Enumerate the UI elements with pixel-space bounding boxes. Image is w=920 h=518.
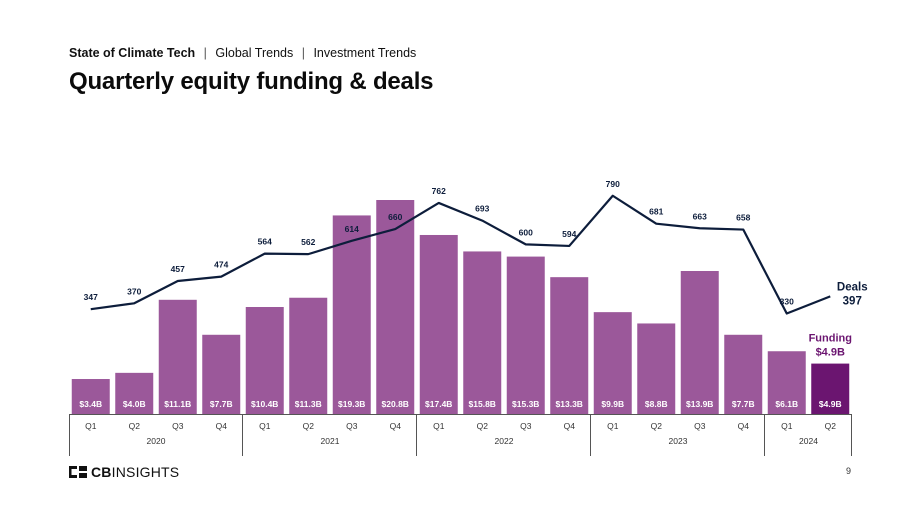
funding-bar-label: $13.9B [686, 399, 713, 409]
quarter-tick-label: Q1 [85, 421, 97, 431]
funding-bar [71, 379, 110, 414]
quarter-tick-label: Q3 [694, 421, 706, 431]
quarter-tick-label: Q1 [607, 421, 619, 431]
year-label: 2022 [495, 436, 514, 446]
funding-bar-label: $20.8B [382, 399, 409, 409]
funding-bar [115, 372, 154, 414]
breadcrumb-separator: | [203, 46, 207, 60]
funding-bar-label: $13.3B [556, 399, 583, 409]
logo-wordmark-bold: CB [91, 464, 112, 480]
deals-point-label: 474 [214, 260, 228, 270]
funding-bar-label: $10.4B [251, 399, 278, 409]
deals-point-label: 347 [84, 292, 98, 302]
quarter-tick-label: Q3 [520, 421, 532, 431]
funding-bar-label: $15.3B [512, 399, 539, 409]
quarter-tick-label: Q2 [651, 421, 663, 431]
deals-point-label: 370 [127, 286, 141, 296]
logo-wordmark-light: INSIGHTS [111, 464, 180, 480]
page-number: 9 [846, 466, 852, 476]
deals-point-label: 658 [736, 213, 750, 223]
funding-bar [332, 215, 371, 414]
funding-bar-label: $3.4B [79, 399, 102, 409]
funding-bar-label: $9.9B [601, 399, 624, 409]
funding-bar [463, 251, 502, 414]
cb-insights-logo: CBINSIGHTS [69, 464, 179, 480]
breadcrumb: State of Climate Tech | Global Trends | … [69, 46, 416, 60]
deals-point-label: 562 [301, 237, 315, 247]
deals-point-label: 594 [562, 229, 576, 239]
quarter-tick-label: Q2 [303, 421, 315, 431]
quarter-tick-label: Q4 [216, 421, 228, 431]
quarter-tick-label: Q2 [825, 421, 837, 431]
breadcrumb-investment-trends[interactable]: Investment Trends [313, 46, 417, 60]
deals-callout-value: 397 [843, 295, 862, 307]
funding-bar [419, 234, 458, 414]
quarter-tick-label: Q3 [172, 421, 184, 431]
funding-bar [550, 277, 589, 414]
year-label: 2021 [321, 436, 340, 446]
breadcrumb-separator: | [301, 46, 305, 60]
quarter-tick-label: Q4 [738, 421, 750, 431]
cb-insights-logo-icon [69, 466, 87, 478]
funding-bar [724, 334, 763, 414]
funding-bar [376, 200, 415, 414]
funding-bar [245, 307, 284, 414]
quarter-tick-label: Q1 [433, 421, 445, 431]
funding-bar [202, 334, 241, 414]
funding-bar-label: $6.1B [775, 399, 798, 409]
deals-point-label: 330 [780, 297, 794, 307]
quarter-tick-label: Q4 [564, 421, 576, 431]
breadcrumb-report-name[interactable]: State of Climate Tech [69, 46, 196, 60]
deals-point-label: 457 [171, 264, 185, 274]
deals-point-label: 614 [345, 224, 359, 234]
deals-point-label: 660 [388, 212, 402, 222]
quarter-tick-label: Q2 [129, 421, 141, 431]
funding-bar-label: $17.4B [425, 399, 452, 409]
funding-bar [637, 323, 676, 414]
quarter-tick-label: Q4 [390, 421, 402, 431]
funding-bar-label: $4.9B [819, 399, 842, 409]
deals-callout-name: Deals [837, 281, 868, 293]
deals-line [90, 194, 831, 315]
funding-bar-label: $8.8B [645, 399, 668, 409]
quarter-tick-label: Q1 [781, 421, 793, 431]
funding-bar [680, 270, 719, 414]
funding-bar-label: $15.8B [469, 399, 496, 409]
funding-callout-value: $4.9B [816, 347, 845, 359]
funding-bar-label: $19.3B [338, 399, 365, 409]
deals-point-label: 681 [649, 207, 663, 217]
funding-bar [593, 312, 632, 414]
year-label: 2024 [799, 436, 818, 446]
funding-bar-label: $11.1B [164, 399, 191, 409]
funding-bar-label: $7.7B [732, 399, 755, 409]
quarter-tick-label: Q2 [477, 421, 489, 431]
deals-point-label: 762 [432, 186, 446, 196]
funding-bar [289, 297, 328, 414]
deals-point-label: 693 [475, 204, 489, 214]
funding-bar-label: $11.3B [295, 399, 322, 409]
funding-bar-label: $4.0B [123, 399, 146, 409]
funding-bar [506, 256, 545, 414]
funding-bar [811, 363, 850, 414]
deals-point-label: 600 [519, 227, 533, 237]
funding-bar [767, 351, 806, 414]
funding-callout-name: Funding [809, 333, 852, 345]
quarter-tick-label: Q1 [259, 421, 271, 431]
quarter-tick-label: Q3 [346, 421, 358, 431]
funding-bar [158, 299, 197, 414]
funding-bar-label: $7.7B [210, 399, 233, 409]
deals-point-label: 790 [606, 179, 620, 189]
year-label: 2023 [669, 436, 688, 446]
logo-wordmark: CBINSIGHTS [91, 464, 179, 480]
deals-point-label: 663 [693, 211, 707, 221]
deals-point-label: 564 [258, 237, 272, 247]
page-title: Quarterly equity funding & deals [69, 68, 434, 95]
breadcrumb-global-trends[interactable]: Global Trends [215, 46, 294, 60]
year-label: 2020 [147, 436, 166, 446]
